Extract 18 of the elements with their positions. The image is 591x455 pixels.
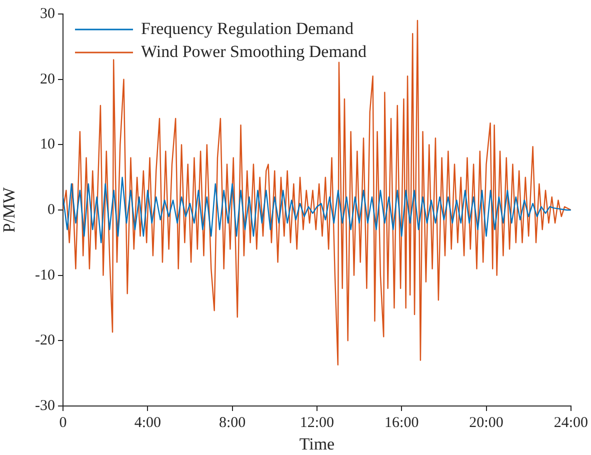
x-tick-label: 0 bbox=[59, 414, 67, 431]
x-tick-label: 20:00 bbox=[469, 414, 504, 431]
legend-label: Wind Power Smoothing Demand bbox=[141, 42, 367, 61]
x-axis-title: Time bbox=[299, 434, 335, 454]
y-tick-label: -20 bbox=[35, 332, 55, 349]
y-tick-label: -30 bbox=[35, 398, 55, 414]
y-tick-label: 30 bbox=[40, 6, 55, 22]
y-tick-label: -10 bbox=[35, 267, 55, 284]
legend-label: Frequency Regulation Demand bbox=[141, 18, 354, 38]
x-tick-label: 8:00 bbox=[218, 414, 246, 431]
y-tick-label: 0 bbox=[48, 202, 55, 218]
x-tick-label: 24:00 bbox=[554, 414, 588, 431]
x-tick-label: 12:00 bbox=[300, 414, 334, 431]
y-axis-title: P/MW bbox=[0, 186, 19, 233]
x-tick-label: 16:00 bbox=[384, 414, 419, 431]
y-tick-label: 10 bbox=[40, 136, 55, 153]
x-tick-label: 4:00 bbox=[134, 414, 161, 431]
y-tick-label: 20 bbox=[40, 71, 55, 88]
